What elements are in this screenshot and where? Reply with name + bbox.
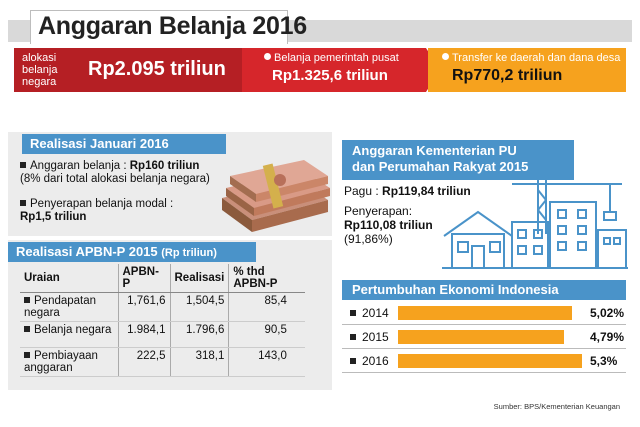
growth-year-label: 2016 [362,354,389,368]
table-row: Belanja negara 1.984,1 1.796,6 90,5 [20,321,305,348]
bullet-square-icon [350,358,356,364]
pusat-value: Rp1.325,6 triliun [272,67,388,84]
cell-realisasi: 1,504,5 [170,292,230,322]
growth-divider [342,324,626,325]
growth-bar [398,330,564,344]
title-box [30,10,288,44]
page-title: Anggaran Belanja 2016 [38,12,307,40]
money-stack-icon [222,160,330,232]
col-pct: % thd APBN-P [228,264,305,293]
infographic: Anggaran Belanja 2016 alokasi belanja ne… [8,6,632,421]
growth-row: 2016 5,3% [342,350,632,372]
alokasi-label: alokasi belanja negara [22,52,58,88]
bullet-dot-icon [264,53,271,60]
growth-bar-track [398,330,582,344]
growth-divider [342,372,626,373]
cell-pct: 143,0 [228,347,305,377]
growth-divider [342,348,626,349]
januari-item-1: Anggaran belanja : Rp160 triliun (8% dar… [20,160,210,185]
row-label: Pembiayaan anggaran [20,347,119,377]
table-row: Pendapatan negara 1,761,6 1,504,5 85,4 [20,292,305,322]
growth-row: 2014 5,02% [342,302,632,324]
growth-bar-track [398,354,582,368]
cell-apbnp: 222,5 [118,347,171,377]
bullet-square-icon [20,200,26,206]
bullet-square-icon [350,334,356,340]
januari-item-2: Penyerapan belanja modal : Rp1,5 triliun [20,198,174,223]
growth-row: 2015 4,79% [342,326,632,348]
buildings-crane-icon [442,178,628,269]
transfer-banner: Transfer ke daerah dan dana desa Rp770,2… [428,48,626,92]
pu-pagu: Pagu : Rp119,84 triliun [344,184,471,198]
cell-realisasi: 318,1 [170,347,230,377]
growth-heading: Pertumbuhan Ekonomi Indonesia [342,280,626,300]
col-realisasi: Realisasi [170,264,230,293]
growth-value-label: 5,3% [590,354,618,368]
cell-pct: 85,4 [228,292,305,322]
bullet-square-icon [350,310,356,316]
source-note: Sumber: BPS/Kementerian Keuangan [493,402,620,411]
apbn-table: Uraian APBN-P Realisasi % thd APBN-P Pen… [20,264,305,377]
growth-year-label: 2015 [362,330,389,344]
pusat-label: Belanja pemerintah pusat [264,52,399,64]
januari-heading: Realisasi Januari 2016 [22,134,226,154]
alokasi-value: Rp2.095 triliun [88,58,226,80]
table-row: Pembiayaan anggaran 222,5 318,1 143,0 [20,347,305,377]
pusat-banner: Belanja pemerintah pusat Rp1.325,6 trili… [242,48,440,92]
pu-penyerapan: Penyerapan: Rp110,08 triliun (91,86%) [344,204,433,246]
bullet-dot-icon [442,53,449,60]
cell-apbnp: 1.984,1 [118,321,171,348]
col-apbnp: APBN-P [118,264,171,293]
transfer-value: Rp770,2 triliun [452,67,563,84]
growth-year-label: 2014 [362,306,389,320]
growth-bar [398,354,582,368]
growth-bar [398,306,572,320]
growth-bar-track [398,306,582,320]
row-label: Pendapatan negara [20,292,119,322]
alokasi-banner: alokasi belanja negara Rp2.095 triliun [14,48,258,92]
cell-pct: 90,5 [228,321,305,348]
row-label: Belanja negara [20,321,119,348]
table-header-row: Uraian APBN-P Realisasi % thd APBN-P [20,264,305,293]
col-uraian: Uraian [20,264,119,293]
title-area: Anggaran Belanja 2016 [8,6,632,44]
bullet-square-icon [20,162,26,168]
growth-value-label: 4,79% [590,330,625,344]
cell-apbnp: 1,761,6 [118,292,171,322]
pu-heading: Anggaran Kementerian PU dan Perumahan Ra… [342,140,574,180]
apbn-heading: Realisasi APBN-P 2015 (Rp triliun) [8,242,256,262]
transfer-label: Transfer ke daerah dan dana desa [442,52,620,64]
cell-realisasi: 1.796,6 [170,321,230,348]
growth-value-label: 5,02% [590,306,625,320]
